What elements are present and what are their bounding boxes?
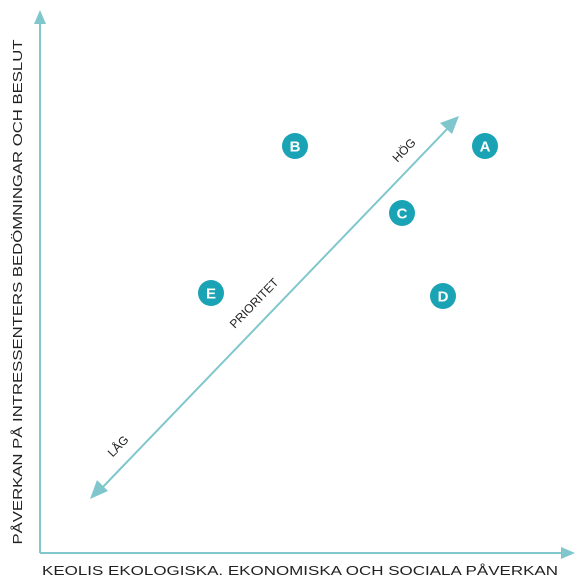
y-axis-arrowhead — [34, 10, 46, 24]
marker-b-label: B — [290, 139, 301, 156]
marker-c-circle — [389, 200, 415, 226]
marker-a: A — [472, 133, 498, 159]
marker-d: D — [430, 283, 456, 309]
marker-c: C — [389, 200, 415, 226]
marker-e-circle — [198, 280, 224, 306]
priority-high-label: HÖG — [390, 136, 419, 165]
x-axis-arrowhead — [561, 547, 575, 559]
marker-a-circle — [472, 133, 498, 159]
marker-e-label: E — [206, 286, 216, 303]
priority-label: PRIORITET — [227, 275, 282, 331]
priority-low-label: LÅG — [104, 432, 131, 460]
x-axis-label: KEOLIS EKOLOGISKA. EKONOMISKA OCH SOCIAL… — [42, 563, 558, 578]
marker-e: E — [198, 280, 224, 306]
marker-d-label: D — [438, 289, 449, 306]
priority-arrow-line — [99, 125, 451, 491]
marker-b-circle — [282, 133, 308, 159]
priority-arrow-low-head — [90, 480, 108, 499]
marker-a-label: A — [480, 139, 491, 156]
priority-arrow-high-head — [440, 116, 459, 134]
marker-d-circle — [430, 283, 456, 309]
marker-c-label: C — [397, 206, 408, 223]
y-axis-label: PÅVERKAN PÅ INTRESSENTERS BEDÖMNINGAR OC… — [10, 39, 25, 544]
marker-b: B — [282, 133, 308, 159]
